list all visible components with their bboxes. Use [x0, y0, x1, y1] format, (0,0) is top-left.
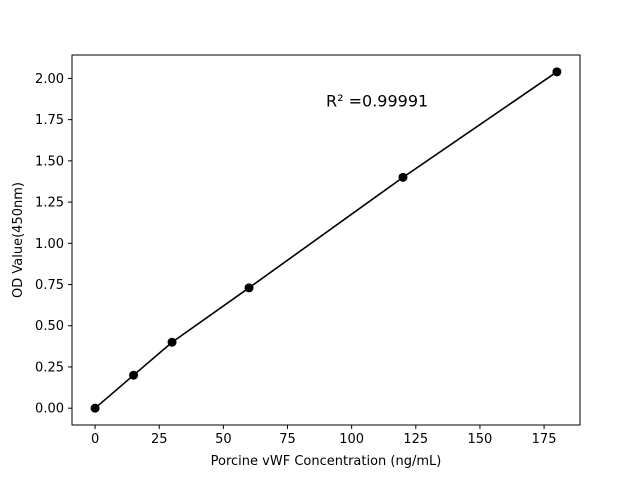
x-tick-label: 125 [403, 432, 428, 447]
data-point [167, 337, 177, 347]
y-axis-title: OD Value(450nm) [11, 182, 26, 298]
series-points [90, 67, 562, 413]
y-tick-label: 2.00 [35, 72, 64, 87]
y-tick-label: 0.75 [35, 278, 64, 293]
data-point [552, 67, 562, 77]
x-axis: 0 25 50 75 100 125 150 175 [91, 425, 557, 447]
y-tick-label: 1.50 [35, 154, 64, 169]
x-axis-title: Porcine vWF Concentration (ng/mL) [211, 454, 442, 469]
x-tick-label: 75 [279, 432, 296, 447]
x-tick-label: 25 [151, 432, 168, 447]
y-tick-label: 0.25 [35, 360, 64, 375]
series-line [94, 71, 558, 409]
data-point [244, 283, 254, 293]
x-tick-label: 50 [215, 432, 232, 447]
axes-frame [71, 54, 581, 426]
data-point [398, 172, 408, 182]
y-tick-label: 1.25 [35, 196, 64, 211]
x-tick-label: 0 [91, 432, 99, 447]
y-tick-label: 0.50 [35, 319, 64, 334]
x-tick-label: 175 [532, 432, 557, 447]
y-tick-label: 1.75 [35, 113, 64, 128]
y-tick-label: 0.00 [35, 402, 64, 417]
x-tick-label: 100 [339, 432, 364, 447]
y-tick-label: 1.00 [35, 237, 64, 252]
data-point [129, 370, 139, 380]
data-point [90, 403, 100, 413]
y-axis: 0.00 0.25 0.50 0.75 1.00 1.25 1.50 1.75 2.00 [35, 72, 72, 417]
r-squared-annotation: R² =0.99991 [326, 91, 428, 110]
x-tick-label: 150 [468, 432, 493, 447]
